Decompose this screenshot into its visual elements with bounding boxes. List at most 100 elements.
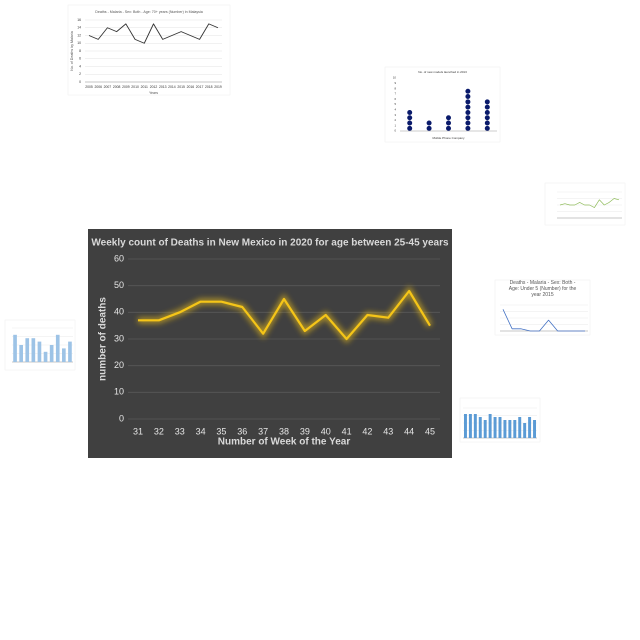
bar [463, 414, 467, 438]
dot [465, 125, 471, 131]
chart-title-box: Deaths - Malaria - Sex: Both - Age: Unde… [508, 280, 577, 298]
dot [465, 115, 471, 121]
dot [426, 125, 432, 131]
bar [473, 414, 477, 438]
y-tick-label: 2 [79, 72, 81, 76]
bar [488, 414, 492, 438]
x-tick-label: 2010 [131, 85, 139, 89]
x-tick-label: 2019 [214, 85, 222, 89]
y-tick-label: 4 [79, 64, 81, 68]
x-tick-label: 31 [133, 426, 143, 436]
chart-title: Deaths - Malaria - Sex: Both - Age: Unde… [508, 280, 577, 298]
y-tick-label: 12 [77, 33, 81, 37]
x-tick-label: 42 [362, 426, 372, 436]
x-tick-label: 40 [321, 426, 331, 436]
dot [484, 104, 490, 110]
x-tick-label: 2005 [85, 85, 93, 89]
x-tick-label: 2006 [94, 85, 102, 89]
chart [459, 397, 541, 443]
dot [465, 88, 471, 94]
chart [544, 182, 626, 226]
bar [513, 420, 517, 438]
y-axis-label: number of deaths [98, 297, 109, 381]
y-tick-label: 8 [79, 49, 81, 53]
bar [19, 345, 23, 362]
y-tick-label: 4 [394, 108, 396, 112]
bar [25, 338, 30, 362]
y-tick-label: 10 [114, 387, 124, 397]
x-tick-label: 2015 [177, 85, 185, 89]
x-axis-label: Number of Week of the Year [218, 437, 351, 448]
x-tick-label: 38 [279, 426, 289, 436]
x-tick-label: 2012 [150, 85, 158, 89]
x-tick-label: 2008 [113, 85, 121, 89]
chart-title: No. of new models launched in 2013 [418, 70, 467, 74]
bar [508, 420, 512, 438]
x-tick-label: 34 [196, 426, 206, 436]
y-tick-label: 6 [394, 97, 396, 101]
x-tick-label: 32 [154, 426, 164, 436]
chart-background [494, 279, 591, 336]
dot-stack [465, 88, 471, 131]
x-tick-label: 2007 [104, 85, 112, 89]
y-tick-label: 3 [394, 113, 396, 117]
bar [49, 345, 54, 362]
y-tick-label: 9 [394, 81, 396, 85]
dot [465, 120, 471, 126]
x-tick-label: 2018 [205, 85, 213, 89]
dot [446, 125, 451, 131]
chart: Deaths - Malaria - Sex: Both - Age: 70+ … [67, 4, 231, 96]
chart-background [67, 4, 231, 96]
bar [68, 341, 72, 362]
dot [484, 120, 490, 126]
data-line [502, 309, 585, 332]
x-tick-label: 44 [404, 426, 414, 436]
chart [4, 319, 76, 371]
y-tick-label: 10 [77, 41, 81, 45]
x-tick-label: 33 [175, 426, 185, 436]
y-tick-label: 0 [119, 413, 124, 423]
x-tick-label: 37 [258, 426, 268, 436]
x-tick-label: 2011 [141, 85, 148, 89]
x-tick-label: 41 [342, 426, 352, 436]
y-tick-label: 50 [114, 280, 124, 290]
chart-background [544, 182, 626, 226]
chart-title: Deaths - Malaria - Sex: Both - Age: 70+ … [95, 10, 203, 14]
x-axis-label: Mobile Phone Company [432, 136, 465, 140]
bar [533, 420, 537, 438]
y-tick-label: 8 [394, 86, 396, 90]
bar [518, 417, 522, 438]
y-tick-label: 5 [394, 102, 396, 106]
y-tick-label: 40 [114, 307, 124, 317]
x-tick-label: 36 [237, 426, 247, 436]
dot [407, 109, 413, 115]
y-tick-label: 6 [79, 57, 81, 61]
x-tick-label: 2016 [187, 85, 195, 89]
bar [493, 417, 497, 438]
y-tick-label: 7 [394, 92, 396, 96]
bar [55, 334, 60, 362]
dot-stack [446, 115, 451, 131]
x-tick-label: 2014 [168, 85, 176, 89]
bar [43, 351, 48, 362]
bar [498, 417, 502, 438]
y-tick-label: 60 [114, 253, 124, 263]
dot [426, 120, 432, 126]
bar [13, 334, 17, 362]
bar [62, 348, 66, 362]
x-tick-label: 43 [383, 426, 393, 436]
bar [503, 420, 507, 438]
y-tick-label: 0 [79, 80, 81, 84]
dot [465, 94, 471, 100]
dot-stack [484, 99, 490, 131]
bar [528, 417, 532, 438]
y-tick-label: 2 [394, 118, 396, 122]
x-tick-label: 2009 [122, 85, 130, 89]
dot-stack [407, 109, 413, 131]
dot-stack [426, 120, 432, 131]
x-axis-label: Years [149, 91, 158, 95]
data-line [138, 289, 431, 341]
